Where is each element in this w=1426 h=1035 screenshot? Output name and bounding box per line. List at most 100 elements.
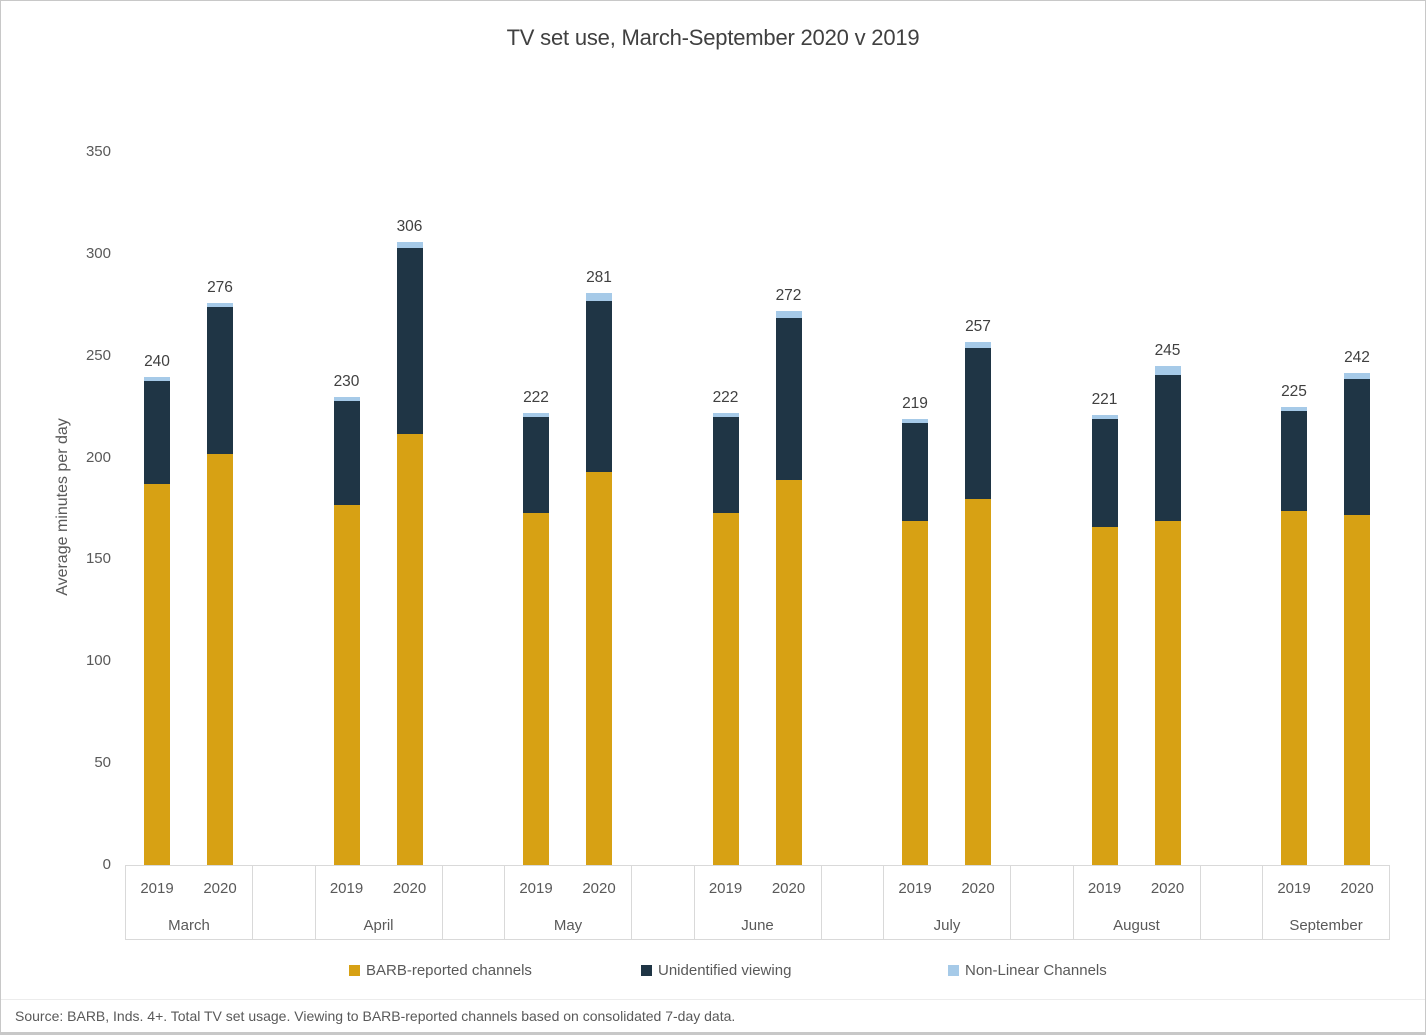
y-tick-label: 200 xyxy=(85,448,111,466)
month-label: August xyxy=(1113,917,1160,934)
month-cell xyxy=(883,866,1011,939)
bar-segment-nonlinear xyxy=(523,413,549,418)
x-axis-line xyxy=(125,865,1390,866)
legend-swatch-nonlinear xyxy=(948,965,959,976)
year-label: 2019 xyxy=(708,880,743,897)
bar-segment-barb xyxy=(144,484,170,865)
source-strip: Source: BARB, Inds. 4+. Total TV set usa… xyxy=(1,999,1425,1032)
legend-item-unidentified: Unidentified viewing xyxy=(641,962,791,980)
value-label: 219 xyxy=(902,395,928,413)
year-label: 2020 xyxy=(1340,880,1374,897)
bar-segment-unidentified xyxy=(1344,378,1370,515)
bar-segment-barb xyxy=(586,472,612,865)
month-cell xyxy=(125,866,253,939)
bar-segment-barb xyxy=(207,453,233,865)
chart-title: TV set use, March-September 2020 v 2019 xyxy=(506,25,920,50)
bar-segment-nonlinear xyxy=(965,342,991,349)
legend-label: BARB-reported channels xyxy=(366,962,532,979)
month-cell xyxy=(504,866,632,939)
year-label: 2020 xyxy=(582,880,616,897)
bar-segment-unidentified xyxy=(1091,419,1118,528)
bar-segment-nonlinear xyxy=(775,311,802,318)
bar-segment-nonlinear xyxy=(207,303,233,308)
month-cell xyxy=(1072,866,1201,939)
month-cell xyxy=(1262,866,1390,939)
year-label: 2019 xyxy=(1277,880,1311,897)
value-label: 230 xyxy=(333,372,360,390)
value-label: 222 xyxy=(523,389,549,407)
bar-segment-unidentified xyxy=(775,317,802,481)
bar-segment-nonlinear xyxy=(333,396,360,401)
year-label: 2020 xyxy=(771,880,806,897)
value-label: 281 xyxy=(586,269,612,287)
bar-segment-unidentified xyxy=(523,417,549,513)
bar-segment-unidentified xyxy=(144,380,170,485)
bar-segment-unidentified xyxy=(965,348,991,499)
value-label: 240 xyxy=(144,352,170,370)
bar-segment-unidentified xyxy=(1281,411,1307,511)
bar-segment-nonlinear xyxy=(1091,415,1118,420)
bar-segment-barb xyxy=(333,504,360,865)
bar-segment-barb xyxy=(1154,521,1181,865)
month-label: June xyxy=(741,917,774,934)
month-label: May xyxy=(553,917,583,934)
value-label: 242 xyxy=(1344,348,1370,366)
bar-segment-unidentified xyxy=(902,423,928,522)
bar-segment-unidentified xyxy=(586,301,612,473)
value-label: 257 xyxy=(965,318,991,335)
year-label: 2020 xyxy=(961,880,995,897)
bar-segment-barb xyxy=(712,512,739,865)
y-tick-label: 150 xyxy=(85,550,111,568)
legend-item-nonlinear: Non-Linear Channels xyxy=(948,962,1107,980)
value-label: 306 xyxy=(396,218,423,236)
bar-segment-barb xyxy=(1281,510,1307,865)
bar-segment-nonlinear xyxy=(1344,372,1370,379)
legend-swatch-unidentified xyxy=(641,965,652,976)
bar-segment-barb xyxy=(902,521,928,865)
year-label: 2019 xyxy=(140,880,174,897)
bar-segment-barb xyxy=(1091,527,1118,865)
month-label: April xyxy=(363,917,394,934)
bar-segment-nonlinear xyxy=(712,413,739,418)
year-label: 2019 xyxy=(519,880,553,897)
bar-segment-unidentified xyxy=(333,401,360,505)
bar-segment-nonlinear xyxy=(902,419,928,424)
bar-segment-unidentified xyxy=(396,248,423,434)
bar-segment-nonlinear xyxy=(396,242,423,249)
category-table-bottom-line xyxy=(125,939,1390,940)
legend-label: Non-Linear Channels xyxy=(965,962,1107,979)
value-label: 225 xyxy=(1281,383,1307,401)
year-label: 2019 xyxy=(1087,880,1122,897)
value-label: 221 xyxy=(1091,391,1118,409)
month-label: March xyxy=(168,917,210,934)
year-label: 2020 xyxy=(203,880,237,897)
bar-segment-barb xyxy=(1344,514,1370,865)
y-tick-label: 350 xyxy=(85,143,111,161)
y-tick-label: 250 xyxy=(85,346,111,364)
year-label: 2020 xyxy=(1150,880,1185,897)
value-label: 222 xyxy=(712,389,739,407)
y-tick-label: 0 xyxy=(102,855,111,873)
value-label: 245 xyxy=(1154,342,1181,360)
y-tick-label: 50 xyxy=(94,753,111,771)
legend-item-barb: BARB-reported channels xyxy=(349,962,532,980)
bar-segment-nonlinear xyxy=(1281,407,1307,412)
y-axis-title: Average minutes per day xyxy=(54,418,71,596)
bar-segment-unidentified xyxy=(207,307,233,454)
bar-segment-barb xyxy=(965,498,991,865)
bar-segment-barb xyxy=(523,512,549,865)
bar-segment-barb xyxy=(775,480,802,865)
bar-segment-unidentified xyxy=(1154,374,1181,522)
source-note: Source: BARB, Inds. 4+. Total TV set usa… xyxy=(15,1008,736,1024)
legend-label: Unidentified viewing xyxy=(658,962,792,979)
year-label: 2020 xyxy=(392,880,427,897)
bar-segment-nonlinear xyxy=(144,376,170,381)
year-label: 2019 xyxy=(329,880,364,897)
month-label: September xyxy=(1289,917,1363,934)
bar-segment-nonlinear xyxy=(1154,366,1181,375)
value-label: 272 xyxy=(775,287,802,305)
month-cell xyxy=(314,866,443,939)
y-tick-label: 100 xyxy=(85,652,111,669)
month-label: July xyxy=(933,917,961,934)
